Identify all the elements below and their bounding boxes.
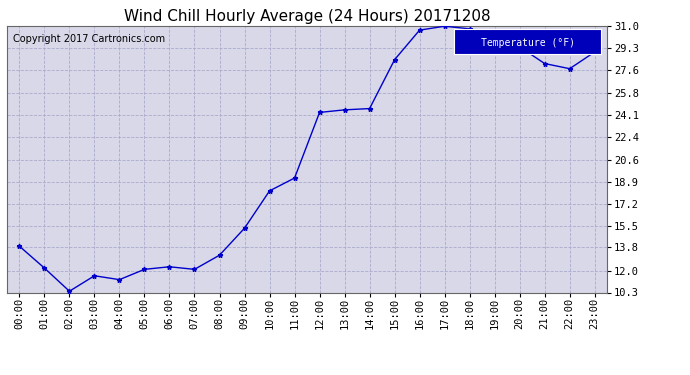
Text: Copyright 2017 Cartronics.com: Copyright 2017 Cartronics.com	[13, 34, 165, 44]
Title: Wind Chill Hourly Average (24 Hours) 20171208: Wind Chill Hourly Average (24 Hours) 201…	[124, 9, 491, 24]
